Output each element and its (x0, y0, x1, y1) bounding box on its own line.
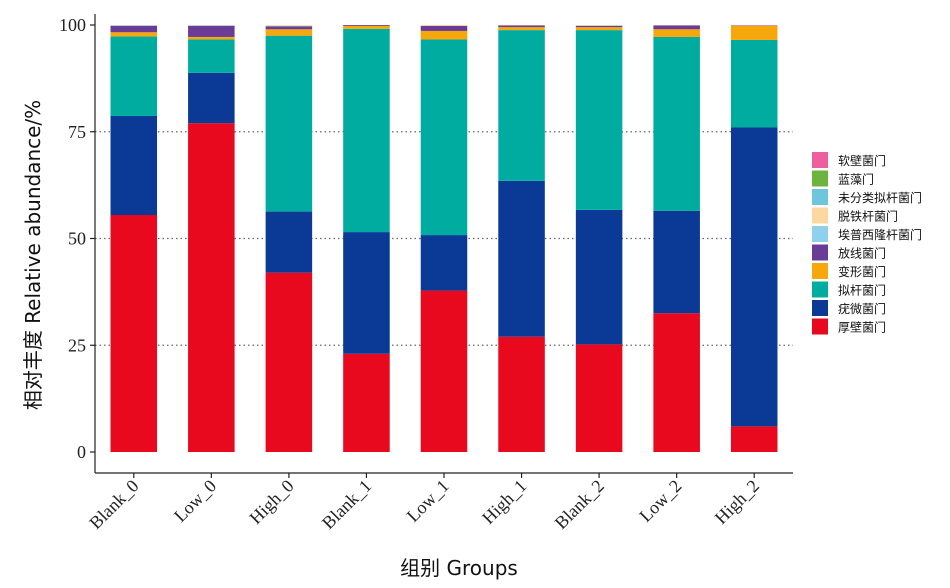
bar-stack (343, 25, 390, 452)
bar-segment (498, 336, 545, 452)
legend-swatch (812, 189, 828, 205)
legend-swatch (812, 263, 828, 279)
bar-segment (575, 25, 623, 28)
bar-segment (730, 25, 778, 40)
bar-segment (343, 25, 390, 26)
bar-segment (110, 36, 158, 116)
legend-swatch (812, 152, 828, 168)
legend-label: 埃普西隆杆菌门 (838, 227, 922, 242)
legend-label: 未分类拟杆菌门 (838, 190, 922, 205)
legend-label: 变形菌门 (838, 264, 886, 279)
bar-segment (343, 232, 390, 354)
legend-swatch (812, 244, 828, 261)
legend-label: 厚壁菌门 (838, 320, 886, 335)
bar-segment (265, 272, 313, 452)
bar-segment (653, 313, 700, 452)
bar-segment (498, 180, 545, 337)
bar-segment (343, 353, 390, 452)
x-tick-label: High_0 (245, 476, 297, 528)
bar-segment (498, 27, 545, 31)
bar-segment (730, 426, 778, 452)
x-tick-label: Blank_0 (85, 476, 142, 533)
legend-swatch (812, 170, 828, 187)
bar-segment (730, 39, 778, 128)
bar-segment (265, 26, 313, 30)
legend-label: 拟杆菌门 (838, 283, 886, 298)
legend-label: 脱铁杆菌门 (838, 209, 898, 224)
bar-segment (188, 72, 235, 124)
bar-segment (110, 25, 158, 33)
bar-stack (575, 25, 623, 452)
x-tick-label: High_2 (711, 476, 763, 528)
bar-segment (343, 25, 390, 29)
bar-segment (575, 30, 623, 210)
x-tick-label: Low_2 (635, 476, 685, 526)
bar-segment (420, 290, 468, 452)
y-tick-label: 0 (77, 442, 86, 462)
bar-segment (420, 25, 468, 26)
bar-segment (343, 28, 390, 233)
bar-segment (420, 30, 468, 40)
bar-stack (188, 25, 235, 453)
bar-stack (420, 25, 468, 452)
bar-segment (498, 25, 545, 28)
x-tick-label: Blank_1 (318, 476, 375, 533)
legend-label: 蓝藻门 (838, 172, 874, 187)
legend-swatch (812, 226, 828, 242)
y-tick-label: 100 (59, 15, 86, 35)
bar-segment (575, 209, 623, 345)
x-axis-title: 组别 Groups (400, 556, 518, 580)
bar-segment (188, 123, 235, 453)
bar-stack (653, 25, 700, 452)
legend-label: 软壁菌门 (838, 153, 886, 168)
legend-swatch (812, 207, 828, 224)
bar-segment (730, 127, 778, 427)
x-tick-label: High_1 (478, 476, 530, 528)
legend-swatch (812, 300, 828, 316)
bar-segment (265, 25, 313, 26)
bar-segment (188, 25, 235, 37)
bar-segment (110, 115, 158, 216)
bar-segment (653, 36, 700, 211)
y-axis-title: 相对丰度 Relative abundance/% (21, 100, 45, 410)
x-tick-label: Low_1 (403, 476, 453, 526)
bar-segment (420, 39, 468, 236)
bar-segment (420, 25, 468, 31)
y-tick-label: 25 (68, 335, 86, 355)
bar-segment (653, 29, 700, 37)
bar-segment (653, 210, 700, 314)
bar-segment (653, 25, 700, 30)
legend-swatch (812, 318, 828, 335)
bar-segment (265, 211, 313, 273)
bar-segment (110, 215, 158, 452)
bars (110, 25, 778, 453)
x-tick-label: Blank_2 (551, 476, 608, 533)
bar-segment (110, 32, 158, 37)
bar-segment (265, 29, 313, 36)
y-tick-label: 50 (68, 229, 86, 249)
bar-segment (575, 344, 623, 452)
y-ticks: 0 25 50 75 100 (59, 15, 95, 462)
x-tick-label: Low_0 (170, 476, 220, 526)
bar-segment (420, 235, 468, 291)
bar-stack (730, 25, 778, 452)
y-tick-label: 75 (68, 122, 86, 142)
bar-segment (188, 39, 235, 73)
bar-segment (188, 36, 235, 40)
bar-segment (575, 27, 623, 31)
legend-label: 疣微菌门 (838, 301, 886, 316)
legend-swatch (812, 281, 828, 298)
bar-segment (498, 30, 545, 181)
bar-segment (265, 35, 313, 212)
legend-label: 放线菌门 (838, 246, 886, 261)
bar-stack (498, 25, 545, 452)
bar-stack (110, 25, 158, 452)
bar-stack (265, 25, 313, 452)
legend: 软壁菌门蓝藻门未分类拟杆菌门脱铁杆菌门埃普西隆杆菌门放线菌门变形菌门拟杆菌门疣微… (812, 152, 922, 335)
x-ticks: Blank_0 Low_0 High_0 Blank_1 Low_1 High_1 Blan… (85, 473, 763, 533)
